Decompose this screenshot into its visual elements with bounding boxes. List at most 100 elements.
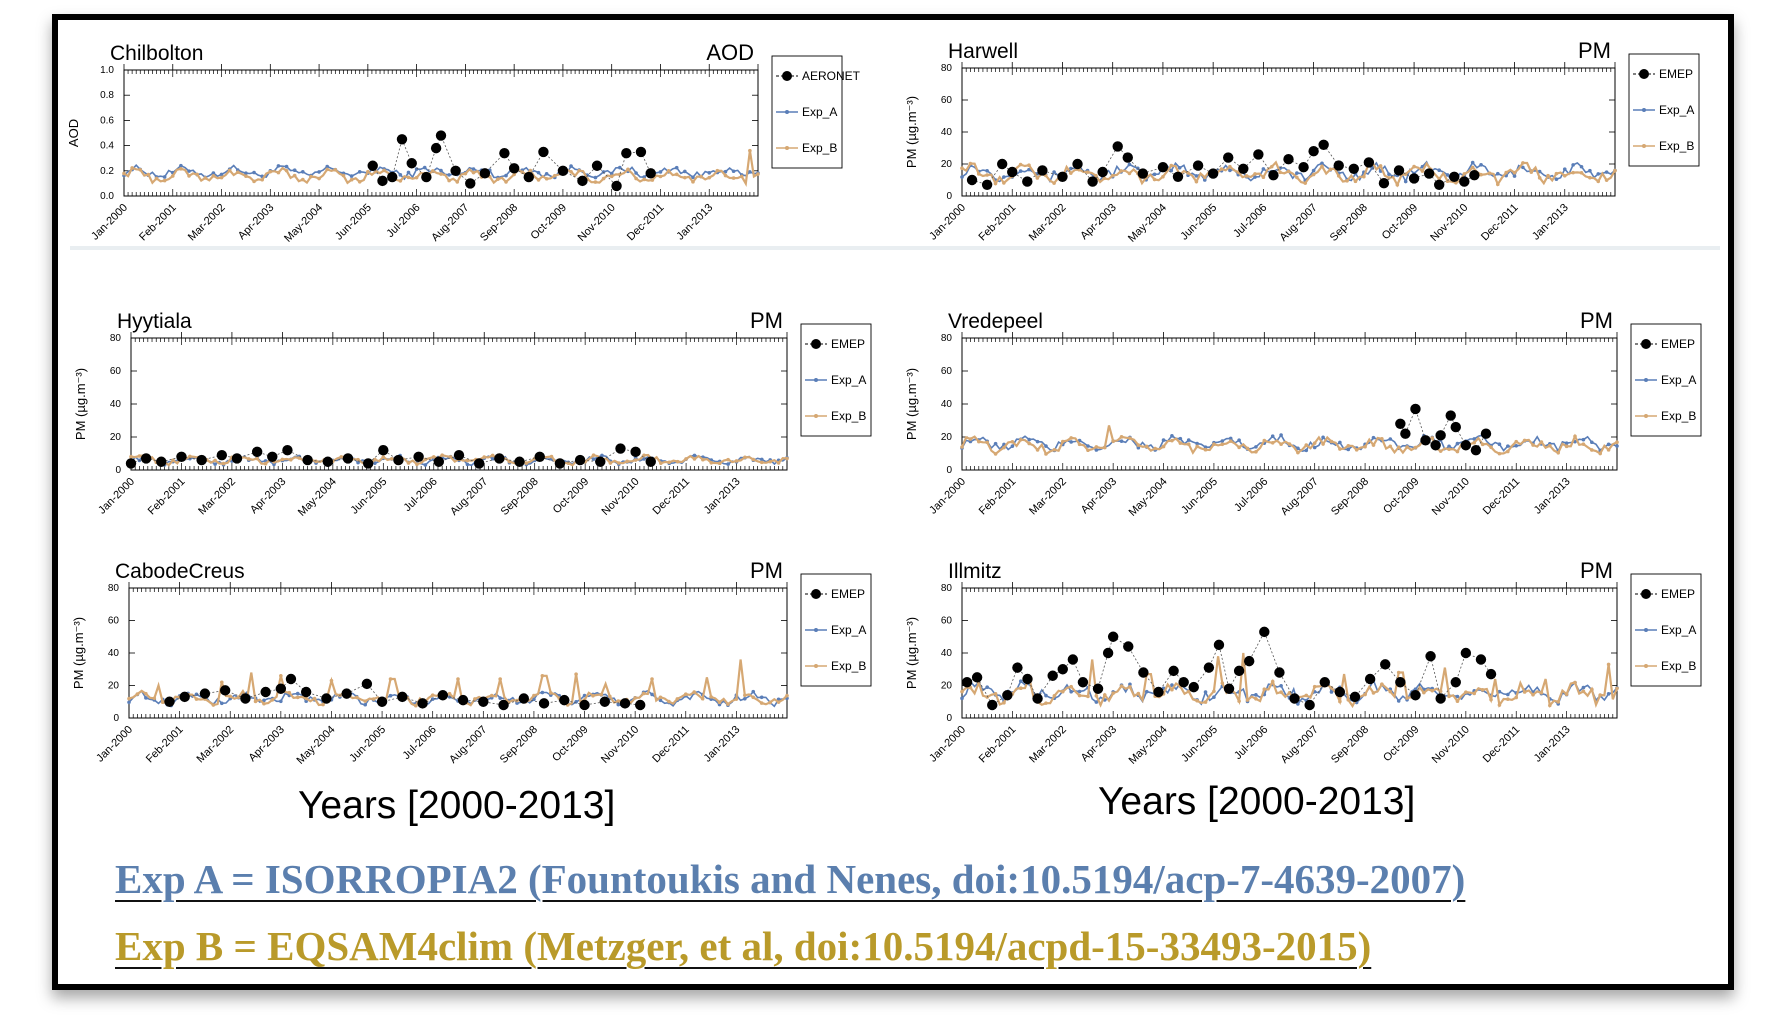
x-tick-label: Oct-2009 bbox=[551, 476, 591, 516]
obs-point bbox=[1268, 170, 1279, 181]
series-point-exp-b bbox=[162, 178, 167, 183]
series-point-exp-b bbox=[768, 459, 772, 464]
series-point-exp-b bbox=[1388, 444, 1393, 449]
series-point-exp-a bbox=[1144, 689, 1149, 694]
series-point-exp-a bbox=[1606, 442, 1611, 447]
y-tick-label: 20 bbox=[941, 159, 953, 170]
series-point-exp-b bbox=[1220, 681, 1225, 685]
obs-point bbox=[199, 688, 211, 699]
series-point-exp-b bbox=[1279, 442, 1283, 447]
obs-point bbox=[1435, 430, 1446, 441]
obs-point bbox=[260, 686, 271, 698]
series-point-exp-b bbox=[135, 692, 140, 696]
series-point-exp-b bbox=[295, 695, 300, 700]
obs-point bbox=[987, 699, 998, 711]
series-point-exp-b bbox=[262, 701, 266, 706]
station-title: Hyytiala bbox=[117, 310, 192, 333]
series-point-exp-a bbox=[1069, 166, 1073, 171]
obs-point bbox=[465, 178, 476, 189]
legend-swatch-marker bbox=[814, 664, 818, 668]
y-tick-label: 0.8 bbox=[100, 90, 114, 101]
series-point-exp-b bbox=[1564, 692, 1569, 697]
series-point-exp-b bbox=[246, 457, 251, 461]
legend-swatch-marker bbox=[782, 71, 792, 81]
series-point-exp-b bbox=[507, 459, 512, 464]
series-point-exp-b bbox=[127, 696, 131, 701]
series-point-exp-a bbox=[1203, 690, 1208, 694]
series-point-exp-a bbox=[179, 163, 183, 168]
x-tick-label: Dec-2011 bbox=[1481, 724, 1523, 766]
series-point-exp-b bbox=[498, 677, 502, 681]
series-point-exp-b bbox=[1111, 439, 1115, 444]
series-point-exp-a bbox=[325, 164, 330, 169]
obs-point bbox=[1192, 160, 1204, 171]
legend-label: EMEP bbox=[831, 587, 865, 601]
legend-label: Exp_A bbox=[831, 623, 866, 637]
series-point-exp-b bbox=[717, 700, 722, 705]
obs-point bbox=[362, 458, 374, 469]
legend-label: Exp_B bbox=[1661, 659, 1696, 673]
y-axis-label: PM (µg.m⁻³) bbox=[904, 617, 919, 689]
series-point-exp-b bbox=[1539, 690, 1544, 695]
series-point-exp-b bbox=[1094, 173, 1098, 178]
obs-point bbox=[1188, 681, 1199, 693]
series-point-exp-b bbox=[1262, 438, 1267, 443]
series-point-exp-b bbox=[388, 677, 393, 681]
series-point-exp-b bbox=[776, 461, 781, 465]
series-point-exp-b bbox=[1537, 176, 1542, 180]
series-point-exp-b bbox=[1521, 161, 1525, 165]
series-point-exp-a bbox=[1195, 441, 1199, 446]
series-point-exp-a bbox=[960, 696, 964, 701]
obs-point bbox=[1138, 667, 1149, 678]
series-point-exp-b bbox=[520, 170, 525, 174]
series-point-exp-b bbox=[1606, 662, 1611, 667]
series-point-exp-b bbox=[675, 459, 680, 464]
obs-point bbox=[1123, 641, 1134, 652]
series-point-exp-a bbox=[1178, 436, 1183, 441]
series-point-exp-b bbox=[1245, 698, 1250, 702]
series-point-exp-a bbox=[748, 170, 752, 174]
obs-point bbox=[1475, 654, 1487, 665]
obs-point bbox=[621, 147, 632, 159]
obs-point bbox=[1308, 146, 1319, 157]
obs-point bbox=[1253, 149, 1264, 160]
series-point-exp-b bbox=[715, 168, 720, 173]
x-tick-label: Jul-2006 bbox=[1232, 724, 1270, 762]
series-point-exp-a bbox=[1304, 448, 1309, 453]
series-point-exp-b bbox=[1590, 687, 1594, 692]
series-point-exp-a bbox=[1588, 168, 1592, 173]
series-point-exp-a bbox=[162, 175, 167, 179]
x-axis-label-left: Years [2000-2013] bbox=[298, 784, 616, 827]
series-point-exp-a bbox=[642, 457, 646, 461]
variable-label: PM bbox=[750, 308, 783, 333]
series-point-exp-b bbox=[279, 673, 283, 678]
series-point-exp-b bbox=[1522, 438, 1527, 443]
series-point-exp-b bbox=[544, 176, 549, 181]
obs-point bbox=[1047, 670, 1058, 681]
series-point-exp-b bbox=[1396, 445, 1401, 449]
series-point-exp-a bbox=[187, 169, 191, 173]
series-point-exp-b bbox=[1052, 181, 1056, 185]
series-point-exp-b bbox=[1447, 694, 1451, 699]
series-point-exp-a bbox=[1186, 438, 1191, 442]
series-point-exp-b bbox=[1304, 443, 1309, 447]
series-point-exp-b bbox=[456, 677, 460, 681]
series-point-exp-b bbox=[314, 459, 318, 464]
series-point-exp-b bbox=[276, 170, 281, 175]
variable-label: PM bbox=[1580, 308, 1613, 333]
series-point-exp-a bbox=[127, 700, 131, 705]
series-point-exp-a bbox=[1170, 434, 1174, 438]
series-point-exp-b bbox=[341, 173, 346, 178]
series-point-exp-b bbox=[1529, 170, 1534, 174]
series-point-exp-b bbox=[692, 457, 697, 461]
series-point-exp-b bbox=[532, 693, 536, 698]
series-point-exp-b bbox=[312, 696, 317, 701]
series-point-exp-b bbox=[1506, 697, 1510, 702]
legend: EMEP Exp_A Exp_B bbox=[1630, 323, 1702, 437]
obs-point bbox=[1435, 693, 1446, 704]
obs-point bbox=[231, 453, 243, 464]
series-point-exp-b bbox=[968, 161, 973, 166]
series-point-exp-a bbox=[1479, 162, 1483, 167]
obs-point bbox=[1364, 673, 1376, 685]
series-point-exp-b bbox=[253, 699, 258, 704]
